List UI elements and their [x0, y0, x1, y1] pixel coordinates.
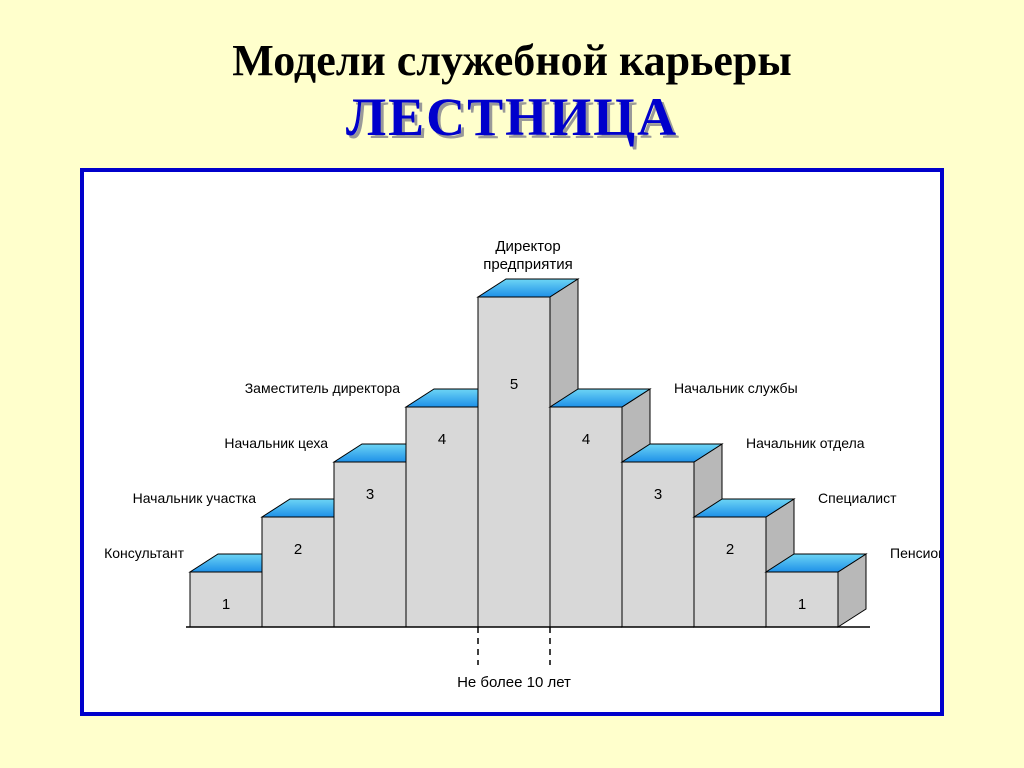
title-block: Модели служебной карьеры ЛЕСТНИЦА	[0, 0, 1024, 158]
svg-text:5: 5	[510, 376, 518, 393]
svg-text:Заместитель директора: Заместитель директора	[245, 380, 400, 396]
diagram-frame: 1 Консультант 2 Начальник участка 3 Начальник…	[80, 168, 944, 716]
svg-text:3: 3	[654, 486, 662, 503]
staircase-diagram: 1 Консультант 2 Начальник участка 3 Начальник…	[84, 172, 940, 712]
title-line2: ЛЕСТНИЦА	[0, 86, 1024, 148]
svg-text:предприятия: предприятия	[483, 256, 573, 273]
svg-text:2: 2	[726, 541, 734, 558]
svg-text:Консультант: Консультант	[104, 545, 185, 561]
svg-text:1: 1	[798, 596, 806, 613]
svg-text:Начальник цеха: Начальник цеха	[224, 435, 328, 451]
svg-text:Директор: Директор	[495, 238, 560, 255]
title-line1: Модели служебной карьеры	[0, 35, 1024, 86]
svg-text:Пенсионер: Пенсионер	[890, 545, 940, 561]
svg-text:Начальник отдела: Начальник отдела	[746, 435, 865, 451]
svg-text:1: 1	[222, 596, 230, 613]
svg-text:Специалист: Специалист	[818, 490, 897, 506]
svg-text:3: 3	[366, 486, 374, 503]
svg-text:2: 2	[294, 541, 302, 558]
svg-text:4: 4	[438, 431, 446, 448]
svg-text:Не более 10 лет: Не более 10 лет	[457, 674, 571, 691]
svg-text:Начальник участка: Начальник участка	[133, 490, 257, 506]
svg-text:4: 4	[582, 431, 590, 448]
svg-text:Начальник службы: Начальник службы	[674, 380, 798, 396]
